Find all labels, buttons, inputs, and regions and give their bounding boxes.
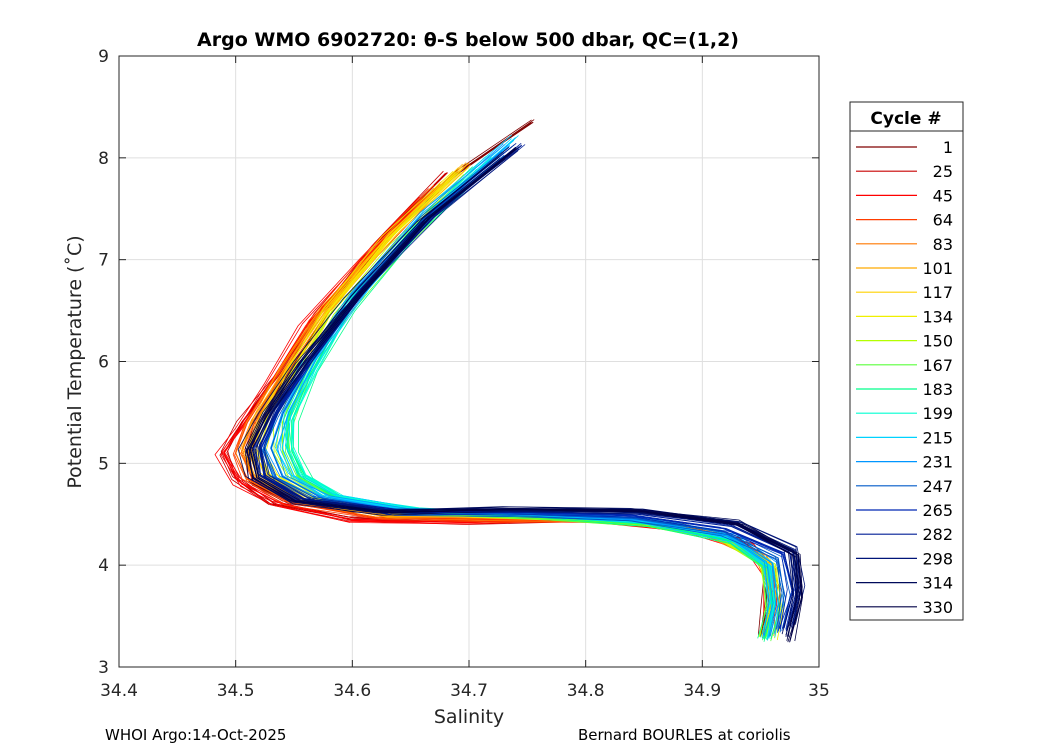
legend-label: 117: [922, 283, 953, 302]
legend-label: 265: [922, 501, 953, 520]
legend-label: 25: [933, 162, 953, 181]
legend-label: 215: [922, 428, 953, 447]
legend-label: 314: [922, 574, 953, 593]
series-line-cycle-330: [251, 147, 803, 642]
y-tick-label: 7: [98, 251, 109, 271]
legend-label: 101: [922, 259, 953, 278]
y-tick-label: 6: [98, 353, 109, 373]
x-tick-label: 34.8: [567, 681, 605, 701]
legend-label: 134: [922, 307, 953, 326]
x-axis-label: Salinity: [434, 706, 504, 728]
footer-left: WHOI Argo:14-Oct-2025: [105, 726, 286, 744]
series-line-cycle-330: [250, 148, 803, 643]
legend-label: 64: [933, 211, 953, 230]
y-tick-label: 9: [98, 47, 109, 67]
x-tick-label: 34.7: [450, 681, 488, 701]
chart-title: Argo WMO 6902720: θ-S below 500 dbar, QC…: [197, 29, 739, 51]
y-tick-label: 5: [98, 454, 109, 474]
legend-label: 330: [922, 598, 953, 617]
x-tick-label: 34.4: [100, 681, 138, 701]
x-tick-labels: 34.4 34.5 34.6 34.7 34.8 34.9 35: [100, 681, 830, 701]
series-line-cycle-45: [214, 200, 765, 613]
legend-label: 167: [922, 356, 953, 375]
legend: Cycle # 1 25 45 64 83 101 117 134 150 167 183 199 21…: [849, 101, 964, 621]
series-line-cycle-330: [245, 146, 798, 641]
footer-right: Bernard BOURLES at coriolis: [578, 726, 791, 744]
legend-label: 199: [922, 404, 953, 423]
data-series-group: [214, 119, 806, 643]
axis-ticks: [118, 55, 820, 668]
legend-label: 298: [922, 549, 953, 568]
y-tick-labels: 3 4 5 6 7 8 9: [98, 47, 109, 678]
x-tick-label: 34.9: [683, 681, 721, 701]
legend-title: Cycle #: [870, 109, 941, 129]
legend-label: 1: [943, 138, 953, 157]
y-tick-label: 8: [98, 149, 109, 169]
legend-label: 183: [922, 380, 953, 399]
legend-entries: 1 25 45 64 83 101 117 134 150 167 183 199 215 231 247 2…: [856, 138, 953, 617]
legend-label: 282: [922, 525, 953, 544]
x-tick-label: 34.5: [217, 681, 255, 701]
y-tick-label: 3: [98, 658, 109, 678]
y-tick-label: 4: [98, 556, 109, 576]
legend-label: 150: [922, 332, 953, 351]
x-tick-label: 35: [808, 681, 830, 701]
legend-label: 45: [933, 186, 953, 205]
legend-label: 231: [922, 453, 953, 472]
x-tick-label: 34.6: [333, 681, 371, 701]
legend-label: 83: [933, 235, 953, 254]
series-line-cycle-215: [285, 135, 779, 638]
legend-label: 247: [922, 477, 953, 496]
y-axis-label: Potential Temperature (˚C): [64, 235, 86, 488]
